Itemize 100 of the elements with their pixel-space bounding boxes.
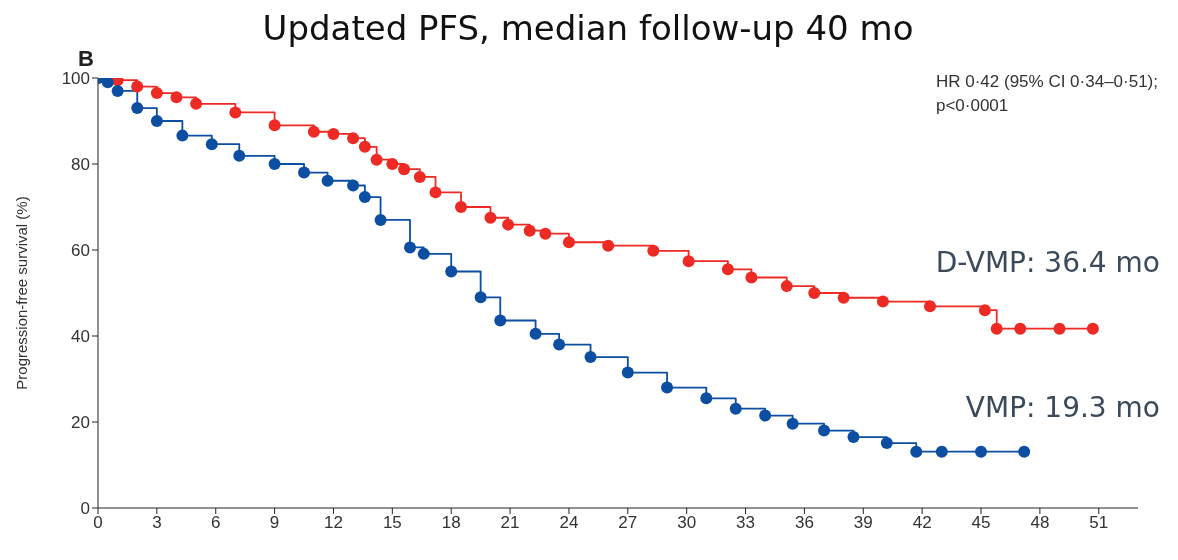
y-tick-label: 20 <box>71 413 90 433</box>
point <box>523 224 536 237</box>
point <box>584 351 597 364</box>
point <box>935 445 948 458</box>
y-tick-label: 100 <box>61 69 90 89</box>
point <box>876 295 889 308</box>
x-tick-label: 27 <box>618 513 638 533</box>
x-tick-label: 45 <box>971 513 991 533</box>
point <box>700 392 713 405</box>
point <box>729 402 742 415</box>
x-tick-label: 9 <box>269 513 280 533</box>
point <box>1014 322 1027 335</box>
point <box>386 158 399 170</box>
point <box>880 437 893 450</box>
point <box>307 125 320 138</box>
point <box>553 338 566 351</box>
point <box>229 106 242 119</box>
x-tick-label: 0 <box>93 513 103 533</box>
point <box>131 102 144 115</box>
y-tick-label: 0 <box>80 499 90 519</box>
x-tick-label: 3 <box>152 513 162 533</box>
point <box>205 138 218 151</box>
x-tick-label: 21 <box>500 513 520 533</box>
point <box>413 170 426 183</box>
y-axis-title: Progression-free survival (%) <box>13 196 31 390</box>
point <box>808 287 821 299</box>
point <box>1018 445 1031 458</box>
point <box>647 244 660 257</box>
x-tick-label: 15 <box>382 513 402 533</box>
point <box>786 417 799 430</box>
point <box>1086 322 1099 335</box>
point <box>562 236 575 249</box>
point <box>502 218 515 231</box>
point <box>847 431 860 444</box>
point <box>529 327 542 340</box>
text: B <box>78 46 94 72</box>
point <box>602 239 615 252</box>
point <box>910 445 923 458</box>
series-label: VMP: 19.3 mo <box>965 390 1160 424</box>
point <box>327 127 340 140</box>
point <box>398 163 411 176</box>
point <box>298 166 311 179</box>
x-tick-label: 42 <box>912 513 932 533</box>
x-tick-label: 39 <box>853 513 873 533</box>
point <box>837 291 850 304</box>
point <box>268 119 281 132</box>
point <box>429 186 442 199</box>
point <box>455 201 468 213</box>
point <box>445 265 458 278</box>
point <box>417 247 430 260</box>
point <box>990 322 1003 335</box>
y-tick-label: 80 <box>71 155 90 175</box>
point <box>682 255 695 268</box>
x-tick-label: 48 <box>1030 513 1050 533</box>
point <box>233 149 246 162</box>
point <box>111 84 124 97</box>
point <box>268 158 281 170</box>
point <box>347 179 360 192</box>
point <box>170 91 183 104</box>
point <box>661 381 674 394</box>
point <box>404 241 416 254</box>
point <box>131 80 144 93</box>
x-tick-label: 12 <box>324 513 343 533</box>
chart-title: Updated PFS, median follow-up 40 mo <box>262 8 914 48</box>
point <box>780 280 793 293</box>
x-tick-label: 33 <box>736 513 756 533</box>
annotation: p<0·0001 <box>935 95 1010 117</box>
annotation: HR 0·42 (95% CI 0·34–0·51); <box>935 71 1158 93</box>
series-label: D-VMP: 36.4 mo <box>935 246 1160 280</box>
point <box>101 78 114 89</box>
point <box>190 97 203 110</box>
y-tick-label: 60 <box>71 241 90 261</box>
x-tick-label: 6 <box>211 513 221 533</box>
point <box>721 263 734 276</box>
point <box>150 115 163 127</box>
point <box>484 211 497 224</box>
point <box>975 445 988 458</box>
point <box>358 191 371 204</box>
point <box>621 366 634 379</box>
point <box>745 271 758 284</box>
point <box>150 87 163 100</box>
point <box>818 424 831 437</box>
y-tick-label: 40 <box>71 327 90 347</box>
point <box>924 300 936 313</box>
point <box>1053 322 1066 335</box>
point <box>347 132 360 145</box>
point <box>358 140 371 153</box>
point <box>176 129 189 142</box>
point <box>539 227 552 240</box>
x-tick-label: 36 <box>794 513 814 533</box>
x-tick-label: 30 <box>677 513 697 533</box>
point <box>474 291 487 304</box>
point <box>321 174 334 187</box>
point <box>494 314 507 327</box>
point <box>374 213 387 226</box>
x-tick-label: 51 <box>1089 513 1109 533</box>
point <box>759 409 772 422</box>
point <box>978 304 991 317</box>
point <box>370 153 383 166</box>
x-tick-label: 24 <box>559 513 579 533</box>
